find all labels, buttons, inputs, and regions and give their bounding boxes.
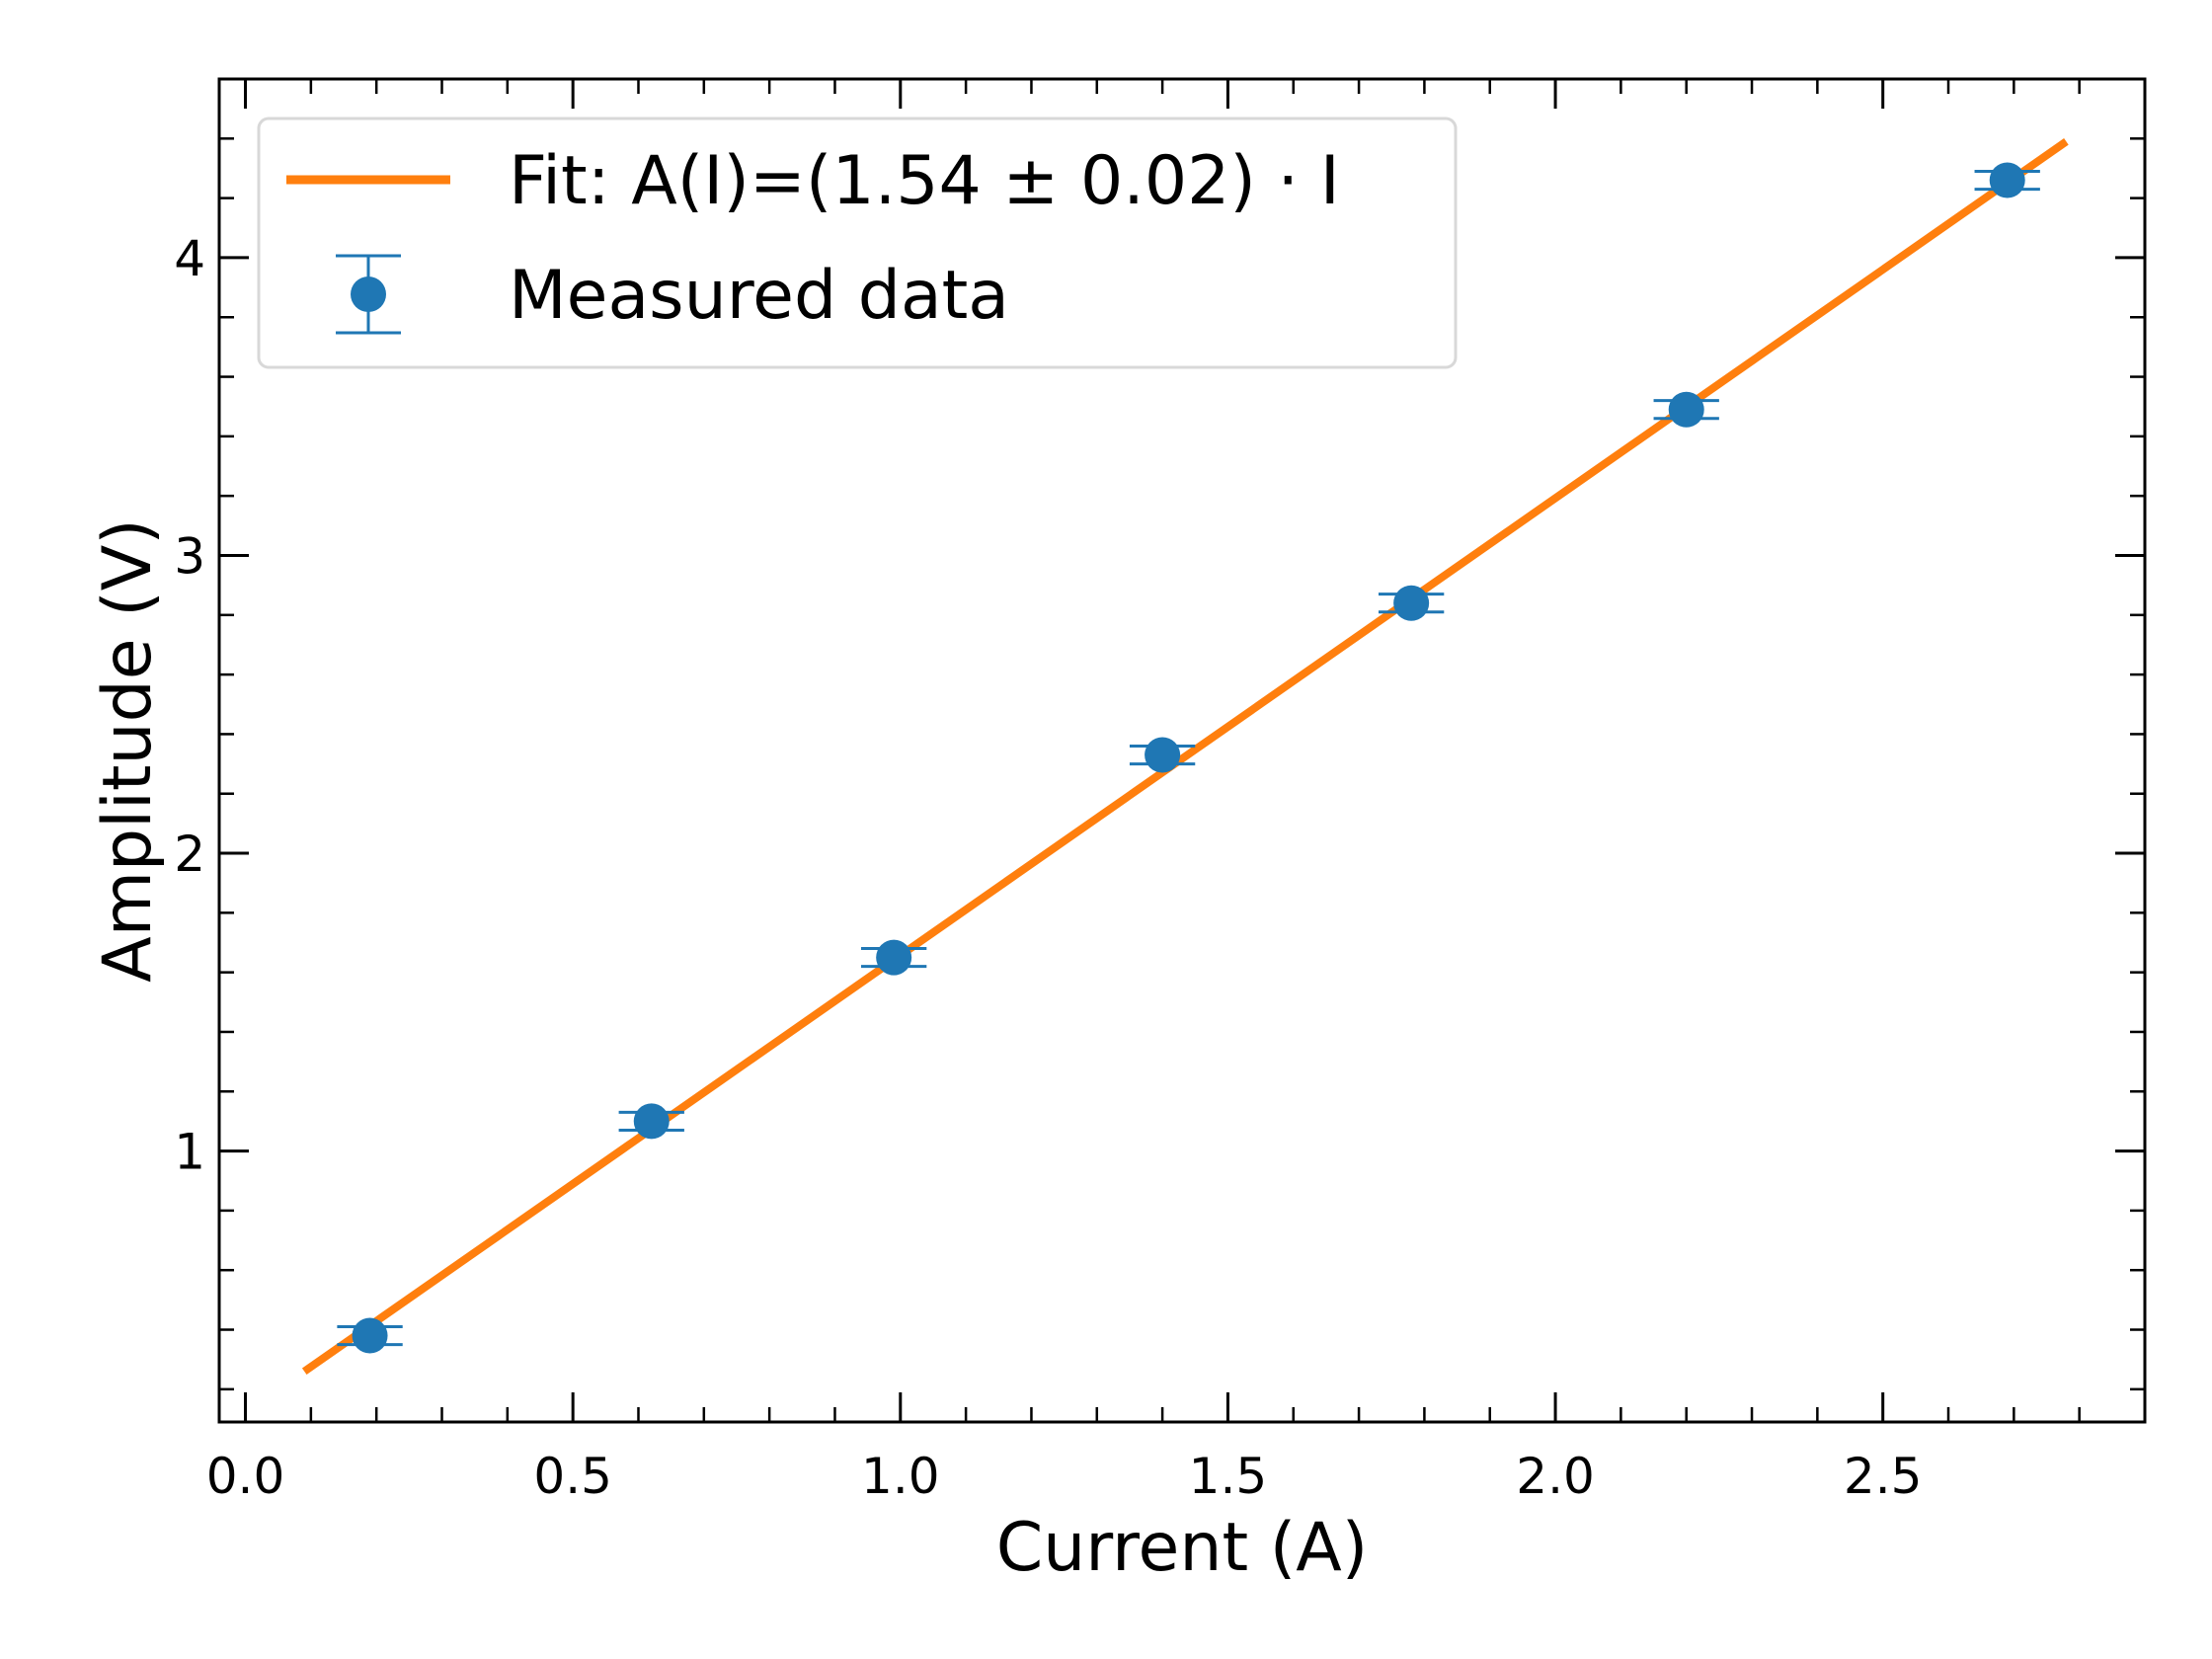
data-point xyxy=(1974,162,2040,198)
plot-frame xyxy=(217,77,2147,1424)
data-marker xyxy=(633,1103,670,1140)
fit-line xyxy=(301,138,2069,1376)
y-axis-title: Amplitude (V) xyxy=(89,518,167,983)
data-marker xyxy=(352,1317,388,1354)
data-point xyxy=(1653,391,1719,428)
y-tick-label: 1 xyxy=(174,1124,205,1181)
data-point xyxy=(861,939,927,976)
data-marker xyxy=(1393,585,1430,621)
x-tick-label: 2.5 xyxy=(1844,1448,1923,1505)
y-tick-label: 3 xyxy=(174,527,205,585)
fit-line-layer xyxy=(301,138,2069,1376)
legend-marker xyxy=(351,276,386,312)
y-tick-label: 2 xyxy=(174,826,205,883)
y-tick-label: 4 xyxy=(174,230,205,287)
data-point xyxy=(618,1103,684,1140)
legend-data-swatch xyxy=(336,254,401,335)
x-tick-label: 1.0 xyxy=(861,1448,940,1505)
legend-fit-label: Fit: A(I)=(1.54 ± 0.02) · I xyxy=(509,142,1340,220)
x-axis-title: Current (A) xyxy=(996,1509,1369,1587)
legend: Fit: A(I)=(1.54 ± 0.02) · I Measured dat… xyxy=(257,117,1458,369)
data-point xyxy=(1378,585,1445,621)
data-marker xyxy=(1668,391,1704,428)
x-tick-label: 0.5 xyxy=(533,1448,612,1505)
data-marker xyxy=(1145,737,1181,773)
data-marker xyxy=(876,939,912,976)
axis-tick-labels: 0.0 0.5 1.0 1.5 2.0 2.5 1 2 3 4 xyxy=(174,230,1922,1505)
data-point xyxy=(337,1317,403,1354)
legend-data-label: Measured data xyxy=(509,257,1009,335)
data-points-layer xyxy=(337,162,2040,1354)
x-tick-label: 1.5 xyxy=(1189,1448,1268,1505)
legend-box xyxy=(257,117,1458,369)
data-marker xyxy=(1989,162,2025,198)
data-point xyxy=(1129,737,1196,773)
x-tick-label: 0.0 xyxy=(206,1448,285,1505)
x-tick-label: 2.0 xyxy=(1516,1448,1595,1505)
axis-ticks xyxy=(219,77,2147,1422)
